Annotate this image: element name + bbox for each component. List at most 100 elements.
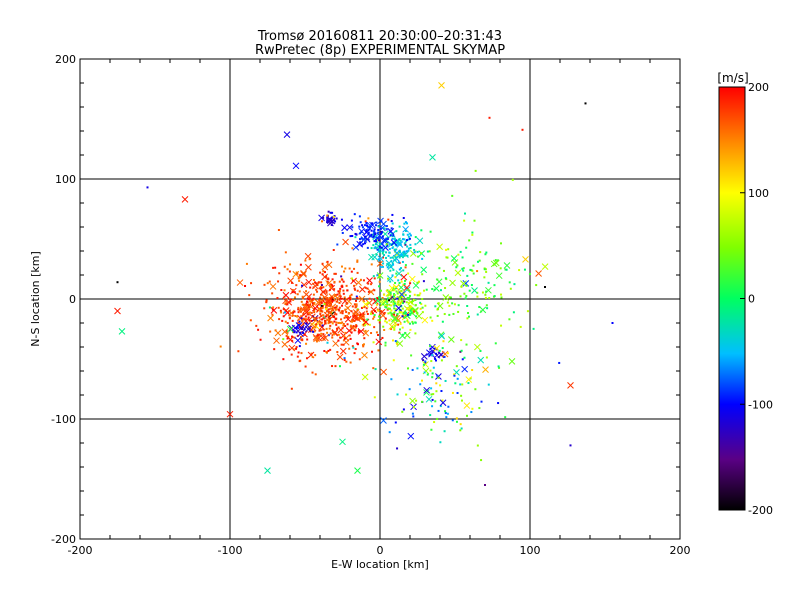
scatter-point-cross <box>322 334 329 342</box>
scatter-point-cross <box>462 280 470 287</box>
scatter-point-dot <box>341 312 344 315</box>
scatter-point-cross <box>479 306 487 314</box>
scatter-point-dot <box>471 369 474 372</box>
scatter-point-dot <box>470 269 473 272</box>
scatter-point-dot <box>428 354 431 357</box>
scatter-point-dot <box>356 259 359 262</box>
scatter-point-dot <box>297 351 300 354</box>
scatter-point-dot <box>322 328 325 331</box>
scatter-point-dot <box>400 305 403 308</box>
scatter-point-dot <box>352 346 355 349</box>
scatter-point-dot <box>378 276 381 279</box>
scatter-point-dot <box>406 245 409 248</box>
scatter-point-cross <box>398 291 406 298</box>
scatter-point-cross <box>326 217 334 225</box>
scatter-point-dot <box>402 408 405 411</box>
scatter-point-dot <box>377 239 380 242</box>
scatter-point-dot <box>395 230 398 233</box>
scatter-point-dot <box>308 327 311 330</box>
scatter-point-dot <box>315 282 318 285</box>
scatter-point-dot <box>396 314 399 317</box>
scatter-point-dot <box>389 280 392 283</box>
scatter-point-dot <box>308 319 311 322</box>
scatter-point-dot <box>366 312 369 315</box>
scatter-point-dot <box>335 306 338 309</box>
scatter-point-dot <box>390 227 393 230</box>
scatter-point-dot <box>371 312 374 315</box>
scatter-point-dot <box>390 300 393 303</box>
scatter-point-dot <box>367 290 370 293</box>
scatter-point-dot <box>331 300 334 303</box>
scatter-point-dot <box>405 250 408 253</box>
scatter-point-dot <box>329 332 332 335</box>
scatter-point-cross <box>313 335 320 343</box>
scatter-point-dot <box>494 259 497 262</box>
scatter-point-dot <box>375 253 378 256</box>
scatter-point-dot <box>311 299 314 302</box>
scatter-point-dot <box>311 302 314 305</box>
scatter-point-dot <box>250 282 253 285</box>
scatter-point-cross <box>379 224 386 232</box>
scatter-point-cross <box>425 395 433 403</box>
scatter-point-cross <box>366 277 373 284</box>
scatter-point-cross <box>297 330 304 338</box>
scatter-point-dot <box>471 407 474 410</box>
scatter-point-dot <box>398 256 401 259</box>
scatter-point-dot <box>461 383 464 386</box>
scatter-point-cross <box>345 327 353 334</box>
scatter-point-dot <box>368 297 371 300</box>
scatter-point-cross <box>415 312 423 320</box>
scatter-point-dot <box>310 352 313 355</box>
scatter-point-dot <box>299 359 302 362</box>
scatter-point-cross <box>380 417 387 424</box>
scatter-point-dot <box>409 243 412 246</box>
scatter-point-dot <box>459 250 462 253</box>
scatter-point-dot <box>249 319 252 322</box>
scatter-point-dot <box>463 219 466 222</box>
scatter-point-dot <box>535 284 538 287</box>
scatter-point-cross <box>442 294 450 301</box>
scatter-point-dot <box>282 338 285 341</box>
scatter-point-dot <box>349 325 352 328</box>
scatter-point-dot <box>362 324 365 327</box>
scatter-point-dot <box>372 230 375 233</box>
scatter-point-dot <box>422 363 425 366</box>
scatter-point-dot <box>321 262 324 265</box>
scatter-point-dot <box>343 359 346 362</box>
scatter-point-cross <box>387 227 395 235</box>
scatter-point-dot <box>328 296 331 299</box>
scatter-point-dot <box>407 298 410 301</box>
scatter-point-dot <box>374 368 377 371</box>
scatter-point-dot <box>320 322 323 325</box>
scatter-point-dot <box>425 288 428 291</box>
scatter-point-dot <box>362 243 365 246</box>
scatter-point-dot <box>324 322 327 325</box>
scatter-point-dot <box>299 335 302 338</box>
scatter-point-dot <box>326 341 329 344</box>
scatter-point-dot <box>396 343 399 346</box>
scatter-point-dot <box>290 353 293 356</box>
scatter-point-dot <box>351 305 354 308</box>
scatter-point-dot <box>293 310 296 313</box>
scatter-point-dot <box>373 314 376 317</box>
scatter-point-dot <box>295 347 298 350</box>
scatter-point-dot <box>486 307 489 310</box>
scatter-point-dot <box>512 311 515 314</box>
scatter-point-dot <box>441 399 444 402</box>
scatter-point-dot <box>304 365 307 368</box>
scatter-point-dot <box>354 232 357 235</box>
chart-subtitle: RwPretec (8p) EXPERIMENTAL SKYMAP <box>255 43 505 58</box>
scatter-point-dot <box>313 317 316 320</box>
scatter-point-cross <box>311 304 319 312</box>
scatter-point-dot <box>558 361 561 364</box>
scatter-point-dot <box>473 219 476 222</box>
scatter-point-dot <box>333 311 336 314</box>
scatter-point-dot <box>341 278 344 281</box>
scatter-point-dot <box>422 280 425 283</box>
scatter-point-dot <box>403 250 406 253</box>
x-tick-label: 100 <box>520 544 541 557</box>
scatter-point-dot <box>281 319 284 322</box>
scatter-point-dot <box>352 315 355 318</box>
scatter-point-dot <box>359 221 362 224</box>
scatter-point-dot <box>342 280 345 283</box>
